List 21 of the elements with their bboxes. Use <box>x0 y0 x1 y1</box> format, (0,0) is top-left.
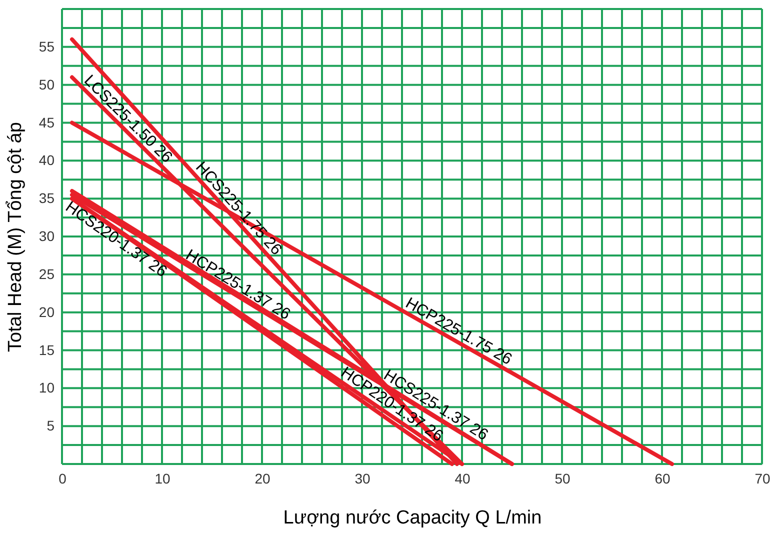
y-tick-label: 35 <box>38 190 55 206</box>
y-tick-label: 40 <box>38 152 55 168</box>
x-tick-label: 20 <box>254 470 270 486</box>
y-tick-label: 20 <box>38 304 55 320</box>
x-tick-label: 70 <box>754 470 770 486</box>
y-tick-label: 25 <box>38 266 55 282</box>
y-tick-label: 15 <box>38 342 55 358</box>
y-tick-label: 5 <box>46 418 55 434</box>
x-tick-label: 50 <box>554 470 570 486</box>
y-tick-label: 10 <box>38 380 55 396</box>
y-tick-label: 50 <box>38 76 55 92</box>
y-tick-label: 30 <box>38 228 55 244</box>
x-tick-label: 0 <box>58 470 67 486</box>
x-tick-label: 30 <box>354 470 370 486</box>
x-tick-label: 40 <box>454 470 470 486</box>
x-tick-label: 10 <box>154 470 170 486</box>
y-axis-title: Total Head (M) Tổng cột áp <box>4 122 26 352</box>
y-tick-label: 45 <box>38 114 55 130</box>
y-tick-label: 55 <box>38 38 55 54</box>
x-tick-label: 60 <box>654 470 670 486</box>
x-axis-title: Lượng nước Capacity Q L/min <box>283 508 542 528</box>
